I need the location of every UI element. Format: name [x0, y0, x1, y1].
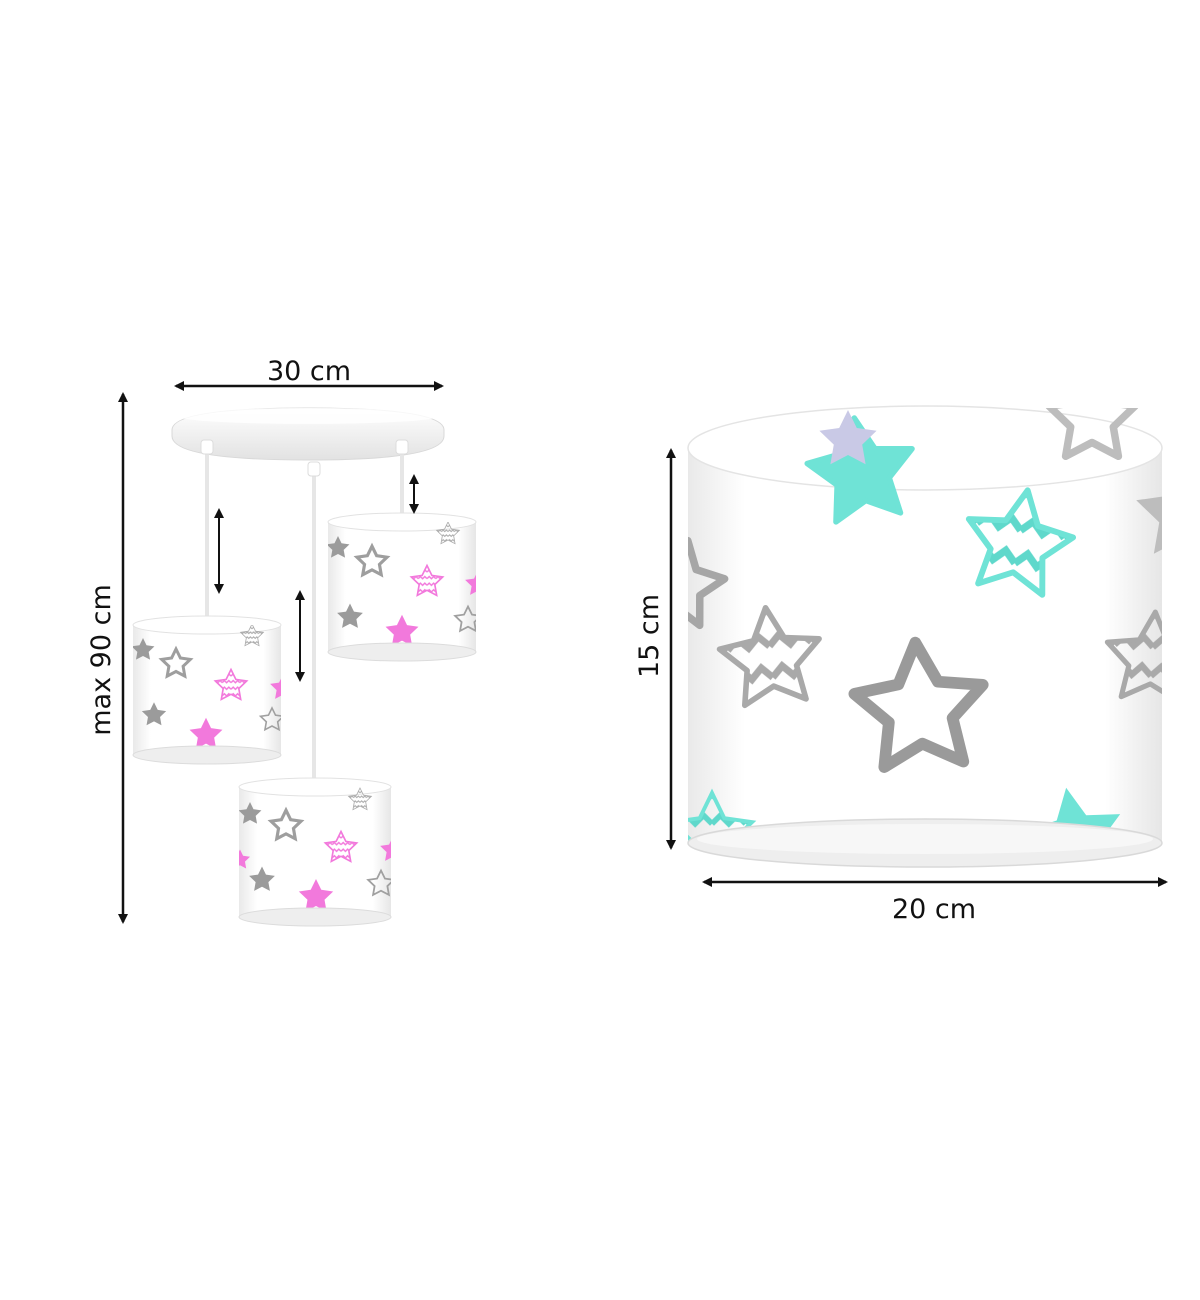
suspension-cords: [205, 452, 404, 788]
ceiling-canopy: [171, 407, 445, 461]
lamp-shade-bottom: [238, 777, 392, 927]
pendant-width-label: 30 cm: [267, 356, 351, 387]
pendant-height-label: max 90 cm: [86, 584, 117, 736]
lamp-shade-closeup: 15 cm 20 cm: [634, 405, 1168, 925]
shade-height-label: 15 cm: [634, 594, 665, 678]
lamp-shade-right: [327, 512, 477, 662]
pendant-lamp-illustration: 30 cm max 90 cm: [86, 356, 477, 927]
lamp-shade-left: [132, 615, 282, 765]
shade-width-label: 20 cm: [892, 894, 976, 925]
